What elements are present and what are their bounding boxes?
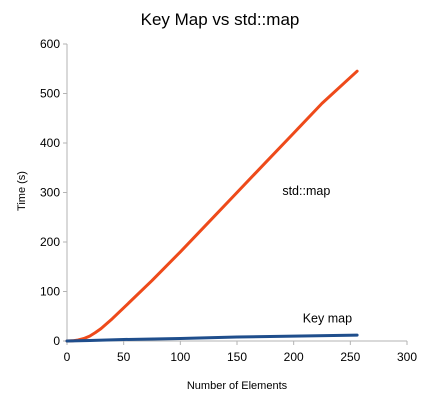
y-tick-label: 200 [40, 235, 60, 249]
x-tick-label: 300 [397, 350, 417, 364]
y-tick-label: 600 [40, 37, 60, 51]
y-axis-label: Time (s) [16, 171, 28, 211]
y-tick-label: 300 [40, 186, 60, 200]
x-tick-label: 100 [170, 350, 190, 364]
x-tick-label: 50 [117, 350, 131, 364]
y-tick-label: 0 [53, 334, 60, 348]
x-tick-label: 250 [340, 350, 360, 364]
ticks: 0 50 100 150 200 250 300 0 100 200 300 400 500 600 [40, 37, 417, 364]
x-tick-label: 200 [284, 350, 304, 364]
x-axis-label: Number of Elements [187, 380, 288, 392]
series-annotation: Key map [303, 312, 352, 326]
series-line-key-map [65, 333, 359, 343]
y-tick-label: 500 [40, 87, 60, 101]
y-tick-label: 400 [40, 136, 60, 150]
series-group [65, 69, 359, 343]
series-line-std-map [65, 69, 359, 343]
series-annotation: std::map [282, 184, 330, 198]
x-tick-label: 150 [227, 350, 247, 364]
x-tick-label: 0 [64, 350, 71, 364]
chart-title: Key Map vs std::map [141, 10, 300, 29]
y-tick-label: 100 [40, 285, 60, 299]
